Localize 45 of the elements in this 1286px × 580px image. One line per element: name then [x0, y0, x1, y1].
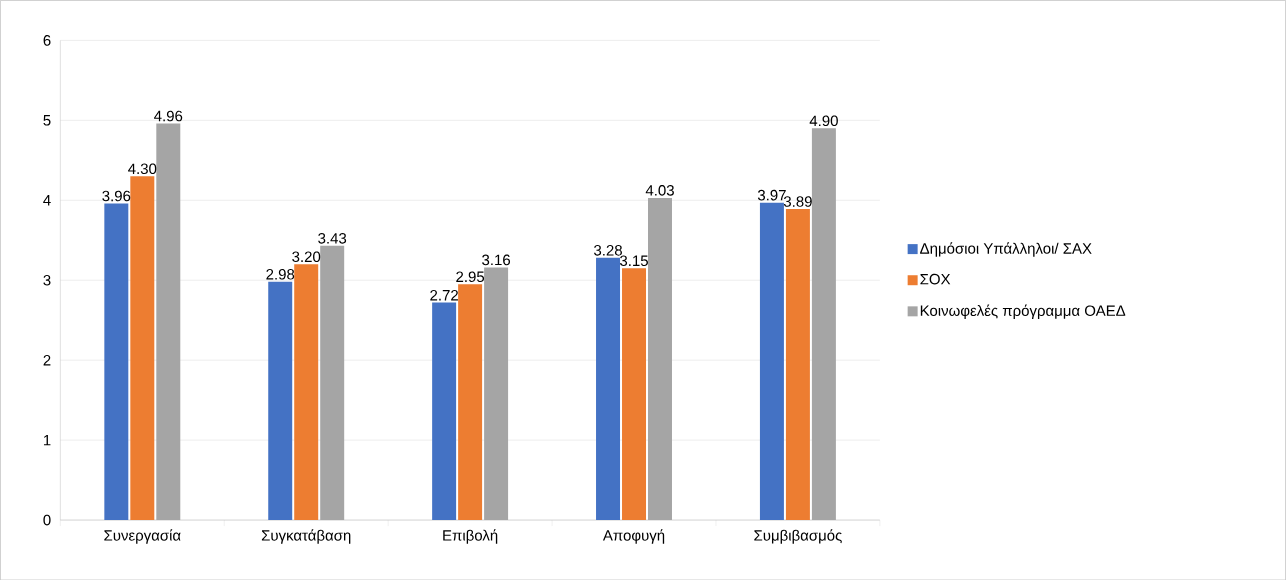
data-label: 3.96: [102, 190, 131, 202]
bar: [648, 197, 672, 520]
x-tick-label: Συμβιβασμός: [754, 529, 842, 544]
y-tick-label: 2: [43, 354, 51, 366]
bar: [432, 302, 457, 520]
data-label: 3.43: [318, 232, 347, 244]
bar: [268, 281, 293, 520]
bar: [596, 257, 621, 520]
bar: [759, 202, 784, 520]
y-tick-label: 0: [43, 514, 51, 526]
data-label: 4.03: [645, 184, 674, 196]
y-tick-label: 3: [43, 274, 51, 286]
legend-label: ΣΟΧ: [920, 273, 951, 285]
legend-label: Κοινωφελές πρόγραμμα ΟΑΕΔ: [920, 304, 1126, 319]
bar: [622, 268, 647, 520]
data-label: 3.28: [594, 244, 622, 256]
y-tick-label: 6: [43, 34, 51, 46]
y-tick-label: 4: [43, 194, 51, 206]
data-label: 3.20: [292, 251, 321, 262]
data-label: 2.72: [430, 289, 458, 301]
data-label: 3.97: [757, 189, 786, 201]
bar: [104, 203, 129, 520]
data-label: 2.98: [266, 268, 295, 280]
legend-label: Δημόσιοι Υπάλληλοι/ ΣΑΧ: [920, 242, 1092, 257]
data-label: 4.90: [809, 115, 838, 126]
bar: [294, 264, 319, 520]
y-tick-label: 5: [43, 114, 51, 126]
x-tick-label: Επιβολή: [443, 529, 498, 544]
bar: [156, 123, 181, 520]
x-tick-label: Συγκατάβαση: [261, 529, 351, 544]
data-label: 4.30: [128, 163, 157, 174]
data-label: 3.89: [783, 196, 812, 207]
bar: [785, 208, 810, 520]
data-label: 3.16: [482, 254, 511, 266]
data-label: 3.15: [619, 255, 648, 266]
bar: [130, 176, 155, 520]
data-label: 2.95: [456, 271, 485, 282]
bar: [811, 128, 836, 520]
bar: [484, 267, 509, 520]
bar: [458, 284, 483, 520]
y-tick-label: 1: [43, 434, 51, 446]
data-label: 4.96: [154, 110, 183, 122]
x-tick-label: Συνεργασία: [104, 529, 181, 544]
x-tick-label: Αποφυγή: [602, 529, 665, 544]
bar: [320, 245, 345, 520]
